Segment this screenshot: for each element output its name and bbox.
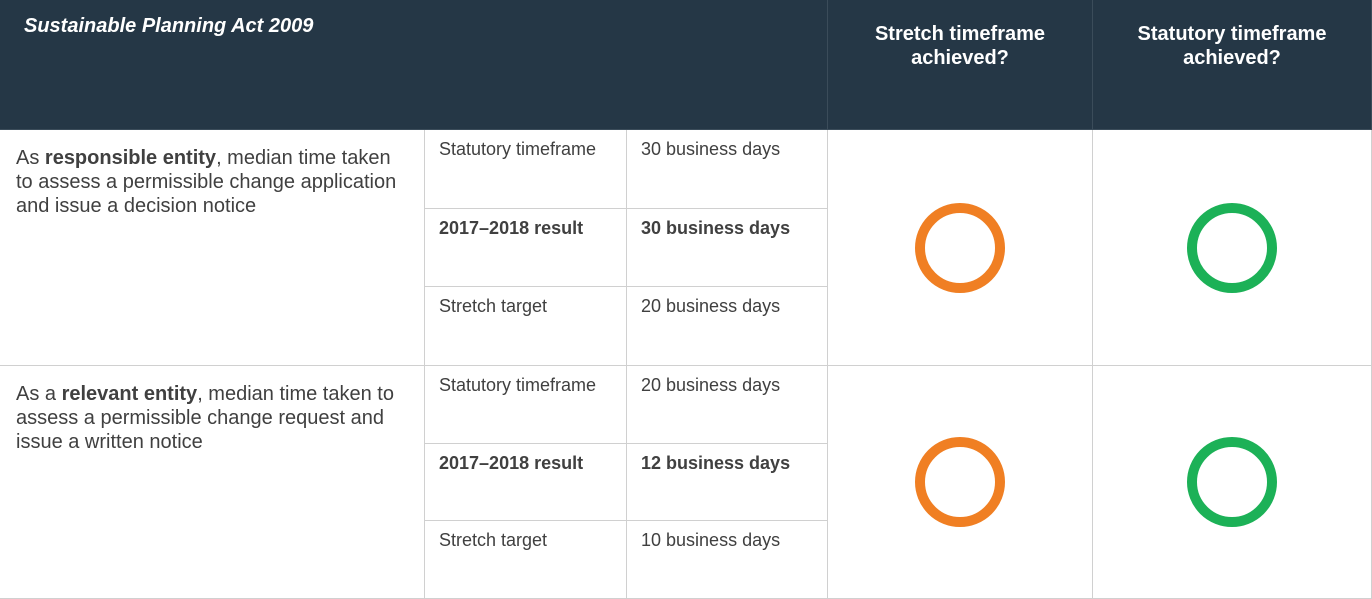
measure-value: 20 business days xyxy=(627,366,828,444)
status-cell xyxy=(1093,130,1372,366)
measure-label: Stretch target xyxy=(425,287,627,366)
measure-label: Statutory timeframe xyxy=(425,366,627,444)
column-header: Statutory timeframe achieved? xyxy=(1093,0,1372,130)
measure-label: Stretch target xyxy=(425,521,627,599)
description-part: responsible entity xyxy=(44,147,217,169)
description-part: As a xyxy=(16,383,62,405)
status-circle xyxy=(1187,202,1277,293)
measure-value: 30 business days xyxy=(627,208,828,288)
status-circle xyxy=(915,202,1005,293)
description-part: relevant entity xyxy=(61,383,198,405)
header-title: Sustainable Planning Act 2009 xyxy=(0,0,828,130)
column-header: Stretch timeframe achieved? xyxy=(828,0,1093,130)
status-circle xyxy=(1187,437,1277,527)
row-description: As a relevant entity, median time taken … xyxy=(0,366,425,599)
measure-label: 2017–2018 result xyxy=(425,443,627,522)
status-icon xyxy=(1187,202,1277,293)
description-part: As xyxy=(16,147,45,169)
measure-value: 20 business days xyxy=(627,287,828,366)
measure-label: 2017–2018 result xyxy=(425,208,627,288)
measure-value: 10 business days xyxy=(627,521,828,599)
measure-value: 12 business days xyxy=(627,443,828,522)
status-circle xyxy=(915,437,1005,527)
row-description: As responsible entity, median time taken… xyxy=(0,130,425,366)
status-icon xyxy=(915,202,1005,293)
status-cell xyxy=(1093,366,1372,599)
measure-label: Statutory timeframe xyxy=(425,130,627,209)
status-icon xyxy=(1187,437,1277,527)
status-cell xyxy=(828,366,1093,599)
status-icon xyxy=(915,437,1005,527)
description-part: , median time taken to assess a permissi… xyxy=(16,383,394,453)
status-cell xyxy=(828,130,1093,366)
measure-value: 30 business days xyxy=(627,130,828,209)
description-part: , median time taken to assess a permissi… xyxy=(16,147,397,217)
